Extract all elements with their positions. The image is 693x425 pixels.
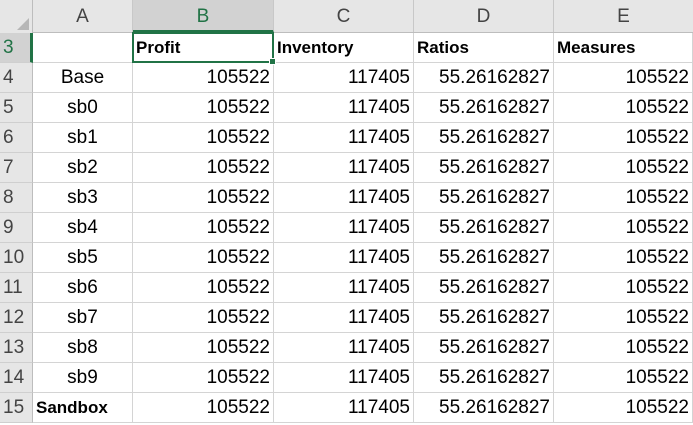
value-cell-ratios[interactable]: 55.26162827: [414, 63, 554, 93]
row-header-3[interactable]: 3: [0, 33, 33, 63]
row-header[interactable]: 6: [0, 123, 33, 153]
value-cell-inventory[interactable]: 117405: [274, 303, 414, 333]
value-cell-profit[interactable]: 105522: [133, 393, 274, 423]
value-cell-inventory[interactable]: 117405: [274, 273, 414, 303]
column-header-e[interactable]: E: [617, 6, 630, 27]
value-cell-measures[interactable]: 105522: [554, 123, 693, 153]
header-cell[interactable]: Profit: [133, 33, 274, 63]
value-cell-ratios[interactable]: 55.26162827: [414, 303, 554, 333]
row-header[interactable]: 10: [0, 243, 33, 273]
value-cell-inventory[interactable]: 117405: [274, 63, 414, 93]
value-cell-measures[interactable]: 105522: [554, 153, 693, 183]
row-name-cell[interactable]: sb8: [33, 333, 133, 363]
value-cell-inventory[interactable]: 117405: [274, 363, 414, 393]
value-cell-inventory[interactable]: 117405: [274, 93, 414, 123]
value-cell-measures[interactable]: 105522: [554, 393, 693, 423]
value-cell-inventory[interactable]: 117405: [274, 153, 414, 183]
value-cell-ratios[interactable]: 55.26162827: [414, 243, 554, 273]
row-name-cell[interactable]: sb0: [33, 93, 133, 123]
value-cell-measures[interactable]: 105522: [554, 363, 693, 393]
value-cell-measures[interactable]: 105522: [554, 93, 693, 123]
value-cell-ratios[interactable]: 55.26162827: [414, 393, 554, 423]
value-cell-profit[interactable]: 105522: [133, 243, 274, 273]
value-cell-profit[interactable]: 105522: [133, 63, 274, 93]
row-name-cell[interactable]: sb7: [33, 303, 133, 333]
value-cell-ratios[interactable]: 55.26162827: [414, 183, 554, 213]
column-header-d[interactable]: D: [414, 0, 554, 32]
value-cell-measures[interactable]: 105522: [554, 243, 693, 273]
value-cell-profit[interactable]: 105522: [133, 123, 274, 153]
column-header-a[interactable]: A: [33, 0, 133, 32]
column-header-bar: A B C D E: [0, 0, 693, 33]
value-cell-profit[interactable]: 105522: [133, 93, 274, 123]
value-cell-ratios[interactable]: 55.26162827: [414, 213, 554, 243]
value-cell-measures[interactable]: 105522: [554, 213, 693, 243]
value-cell-profit[interactable]: 105522: [133, 363, 274, 393]
value-cell-inventory[interactable]: 117405: [274, 393, 414, 423]
fill-handle[interactable]: [269, 58, 276, 65]
row-header[interactable]: 15: [0, 393, 33, 423]
header-cell[interactable]: Measures: [554, 33, 693, 63]
row-header[interactable]: 13: [0, 333, 33, 363]
row-header[interactable]: 14: [0, 363, 33, 393]
value-cell-ratios[interactable]: 55.26162827: [414, 273, 554, 303]
column-header-b[interactable]: B: [133, 0, 274, 33]
row-name-cell[interactable]: sb6: [33, 273, 133, 303]
value-cell-measures[interactable]: 105522: [554, 303, 693, 333]
select-all-triangle-icon: [17, 18, 29, 30]
row-header[interactable]: 8: [0, 183, 33, 213]
value-cell-measures[interactable]: 105522: [554, 183, 693, 213]
value-cell-ratios[interactable]: 55.26162827: [414, 363, 554, 393]
value-cell-profit[interactable]: 105522: [133, 303, 274, 333]
value-cell-profit[interactable]: 105522: [133, 273, 274, 303]
value-cell-ratios[interactable]: 55.26162827: [414, 153, 554, 183]
row-name-cell[interactable]: Sandbox: [33, 393, 133, 423]
value-cell-ratios[interactable]: 55.26162827: [414, 123, 554, 153]
row-name-cell[interactable]: sb2: [33, 153, 133, 183]
header-cell[interactable]: Inventory: [274, 33, 414, 63]
value-cell-profit[interactable]: 105522: [133, 183, 274, 213]
row-name-cell[interactable]: sb9: [33, 363, 133, 393]
row-header[interactable]: 7: [0, 153, 33, 183]
row-name-cell[interactable]: sb3: [33, 183, 133, 213]
header-cell[interactable]: [33, 33, 133, 63]
value-cell-inventory[interactable]: 117405: [274, 183, 414, 213]
row-name-cell[interactable]: sb4: [33, 213, 133, 243]
column-header-c[interactable]: C: [274, 0, 414, 32]
value-cell-inventory[interactable]: 117405: [274, 213, 414, 243]
row-name-cell[interactable]: sb5: [33, 243, 133, 273]
row-header[interactable]: 5: [0, 93, 33, 123]
value-cell-ratios[interactable]: 55.26162827: [414, 333, 554, 363]
row-header[interactable]: 9: [0, 213, 33, 243]
value-cell-measures[interactable]: 105522: [554, 333, 693, 363]
value-cell-profit[interactable]: 105522: [133, 333, 274, 363]
row-header[interactable]: 11: [0, 273, 33, 303]
value-cell-inventory[interactable]: 117405: [274, 243, 414, 273]
value-cell-measures[interactable]: 105522: [554, 63, 693, 93]
row-header[interactable]: 4: [0, 63, 33, 93]
row-header[interactable]: 12: [0, 303, 33, 333]
value-cell-inventory[interactable]: 117405: [274, 123, 414, 153]
value-cell-measures[interactable]: 105522: [554, 273, 693, 303]
value-cell-profit[interactable]: 105522: [133, 153, 274, 183]
value-cell-inventory[interactable]: 117405: [274, 333, 414, 363]
value-cell-ratios[interactable]: 55.26162827: [414, 93, 554, 123]
row-name-cell[interactable]: Base: [33, 63, 133, 93]
row-name-cell[interactable]: sb1: [33, 123, 133, 153]
select-all-button[interactable]: [0, 0, 33, 33]
value-cell-profit[interactable]: 105522: [133, 213, 274, 243]
header-cell[interactable]: Ratios: [414, 33, 554, 63]
